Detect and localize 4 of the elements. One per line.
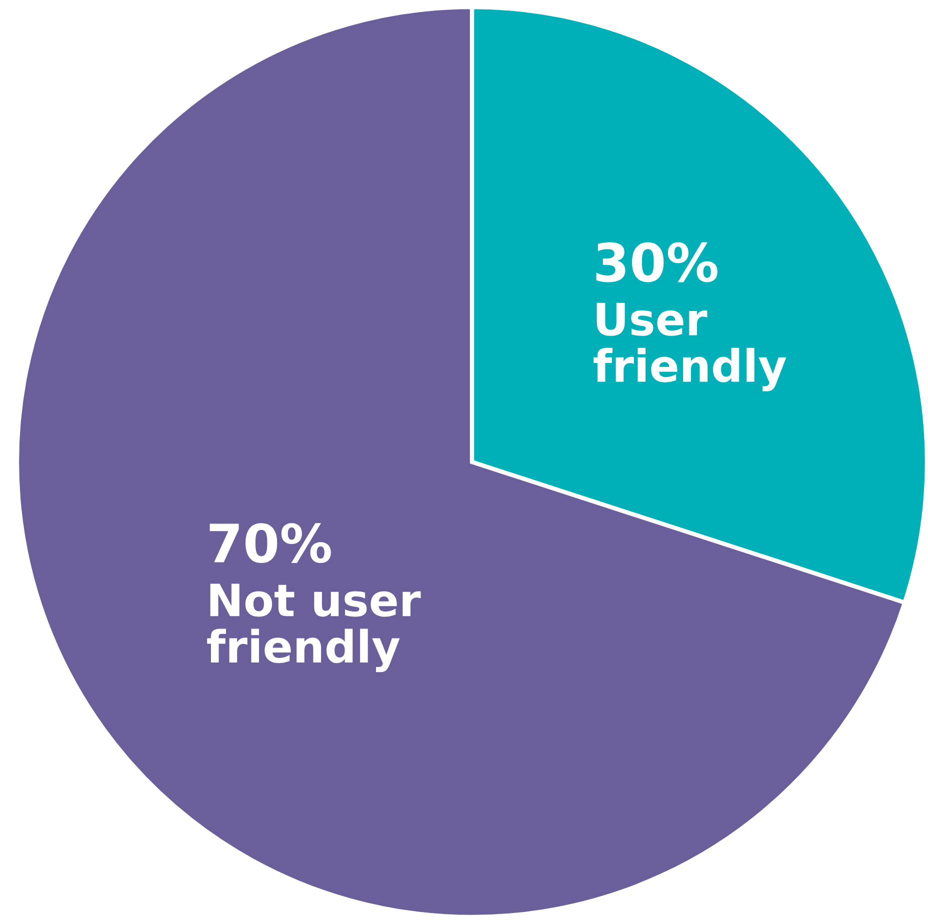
slice-label: User friendly <box>594 302 786 392</box>
data-label: 30% <box>596 242 718 282</box>
slice-label: Not user friendly <box>207 584 421 672</box>
data-label: 70% <box>210 523 331 564</box>
